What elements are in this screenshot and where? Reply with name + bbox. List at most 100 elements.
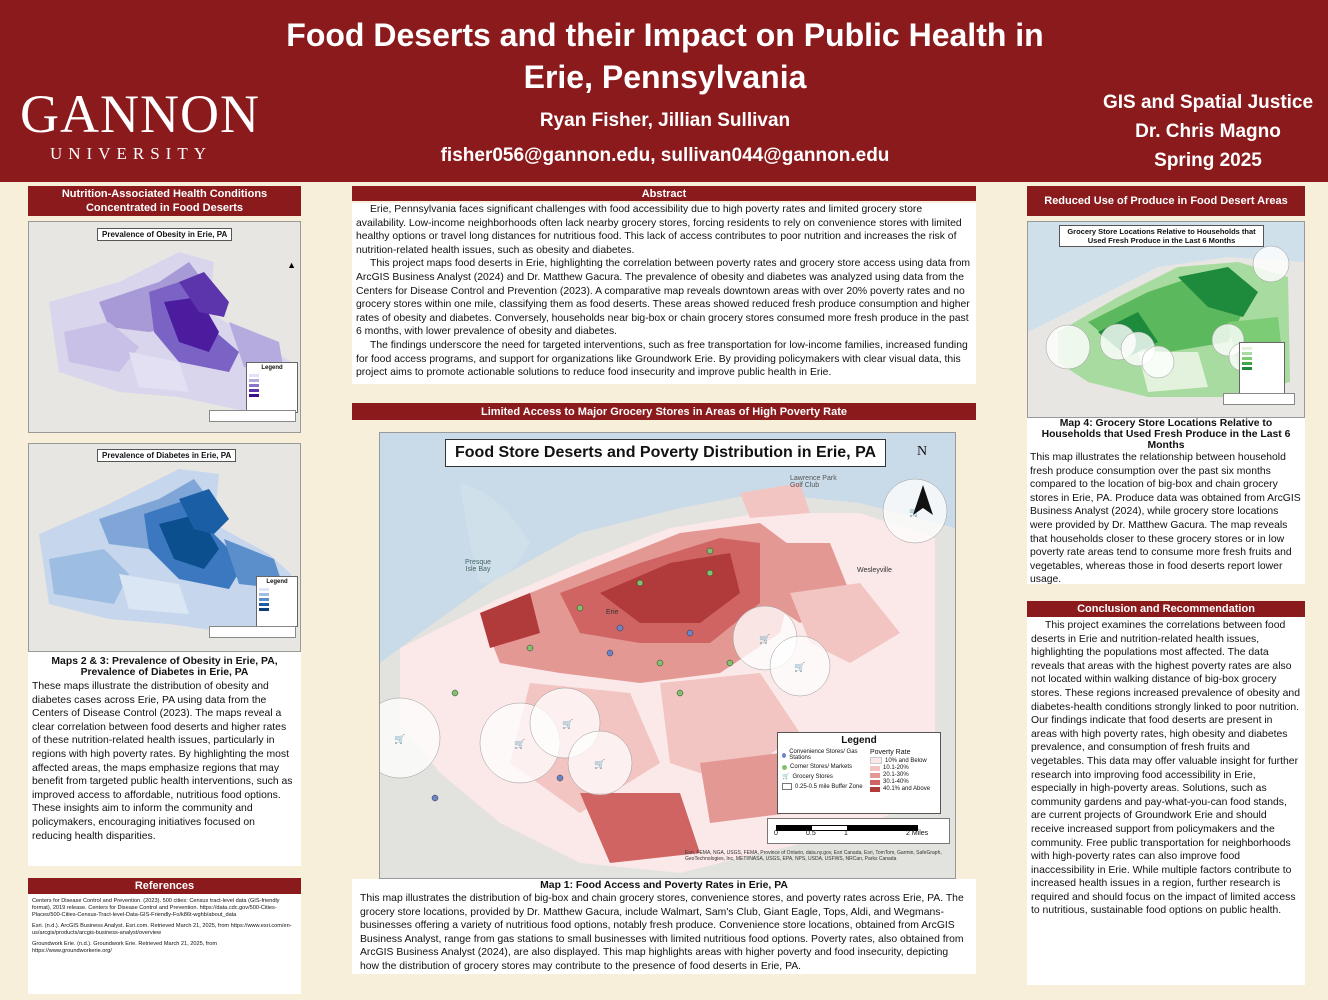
north-arrow-icon <box>913 485 933 515</box>
obesity-legend-swatches <box>249 374 295 397</box>
legend-corner: Corner Stores/ Markets <box>782 764 866 770</box>
produce-heading: Reduced Use of Produce in Food Desert Ar… <box>1027 186 1305 216</box>
main-map-title: Food Store Deserts and Poverty Distribut… <box>445 439 887 467</box>
cart-icon: 🛒 <box>782 774 790 780</box>
lake-erie <box>380 433 955 663</box>
nutrition-heading: Nutrition-Associated Health Conditions C… <box>28 186 301 216</box>
logo-sub: UNIVERSITY <box>50 144 212 163</box>
scale-label-05: 0.5 <box>806 830 816 837</box>
conclusion-panel: This project examines the correlations b… <box>1027 617 1305 985</box>
legend-buffer: 0.25-0.5 mile Buffer Zone <box>782 783 866 790</box>
svg-text:🛒: 🛒 <box>394 733 405 744</box>
maps-2-3-caption: Maps 2 & 3: Prevalence of Obesity in Eri… <box>28 656 301 678</box>
conclusion-body: This project examines the correlations b… <box>1031 620 1300 917</box>
maps-2-3-caption-line2: Prevalence of Diabetes in Erie, PA <box>80 667 249 678</box>
presque-isle-bay <box>460 483 530 583</box>
main-scale-bar: 0 0.5 1 2 Miles <box>767 818 950 844</box>
maps-2-3-caption-line1: Maps 2 & 3: Prevalence of Obesity in Eri… <box>51 656 278 667</box>
scale-label-2: 2 Miles <box>906 830 929 837</box>
header-banner <box>0 0 1328 182</box>
emails: fisher056@gannon.edu, sullivan044@gannon… <box>440 145 890 166</box>
gannon-logo: GANNON UNIVERSITY <box>20 86 260 164</box>
main-map-legend: Legend Convenience Stores/ Gas Stations … <box>777 732 941 814</box>
bay-label: Presque Isle Bay <box>464 559 492 573</box>
abstract-p1: Erie, Pennsylvania faces significant cha… <box>356 204 962 256</box>
poverty-class-3-label: 20.1-30% <box>883 772 909 778</box>
nutrition-text-panel: Maps 2 & 3: Prevalence of Obesity in Eri… <box>28 652 301 866</box>
instructor: Dr. Chris Magno <box>1135 121 1281 142</box>
obesity-map-svg: ▲ <box>29 222 300 432</box>
produce-legend <box>1239 342 1285 395</box>
poster-title: Food Deserts and their Impact on Public … <box>286 17 1044 95</box>
abstract-p3: The findings underscore the need for tar… <box>356 339 968 379</box>
obesity-legend-title: Legend <box>261 365 283 371</box>
produce-text-panel: Map 4: Grocery Store Locations Relative … <box>1027 418 1305 586</box>
produce-lake <box>1028 222 1304 332</box>
map-1-caption: Map 1: Food Access and Poverty Rates in … <box>540 880 788 891</box>
legend-convenience-label: Convenience Stores/ Gas Stations <box>789 749 858 761</box>
scale-label-0: 0 <box>774 830 778 837</box>
abstract-p2: This project maps food deserts in Erie, … <box>356 258 971 338</box>
obesity-choropleth <box>49 252 291 412</box>
legend-grocery: 🛒 Grocery Stores <box>782 773 866 781</box>
golf-club-label: Lawrence Park Golf Club <box>790 475 837 489</box>
svg-text:🛒: 🛒 <box>594 758 605 769</box>
conclusion-heading: Conclusion and Recommendation <box>1027 601 1305 617</box>
map-credits: Esri, FEMA, NGA, USGS, FEMA, Province of… <box>685 850 942 862</box>
map-4-caption: Map 4: Grocery Store Locations Relative … <box>1041 418 1291 451</box>
poverty-class-2: 10.1-20% <box>870 765 936 771</box>
legend-corner-label: Corner Stores/ Markets <box>790 764 853 770</box>
abstract-heading: Abstract <box>352 186 976 201</box>
obesity-map-title: Prevalence of Obesity in Erie, PA <box>97 228 233 241</box>
obesity-legend: Legend <box>246 362 298 413</box>
legend-grocery-label: Grocery Stores <box>792 773 833 780</box>
diabetes-map-svg <box>29 444 300 651</box>
main-map-body: This map illustrates the distribution of… <box>360 893 964 972</box>
reference-esri: Esri. (n.d.). ArcGIS Business Analyst. E… <box>32 923 292 936</box>
obesity-scale-bar <box>209 410 296 422</box>
produce-map-title: Grocery Store Locations Relative to Hous… <box>1059 225 1264 247</box>
diabetes-scale-bar <box>209 626 296 638</box>
reference-cdc: Centers for Disease Control and Preventi… <box>32 898 280 918</box>
store-legend: Convenience Stores/ Gas Stations Corner … <box>782 749 866 790</box>
main-legend-title: Legend <box>841 735 877 746</box>
logo-main: GANNON <box>20 84 260 144</box>
main-map: 🛒 🛒 🛒 🛒 🛒 🛒 🛒 Food Store Deserts and Poverty … <box>379 432 956 879</box>
svg-text:🛒: 🛒 <box>514 738 525 749</box>
poverty-class-4-label: 30.1-40% <box>883 779 909 785</box>
produce-legend-swatches <box>1242 347 1282 370</box>
abstract-panel: Erie, Pennsylvania faces significant cha… <box>352 203 976 384</box>
diabetes-map: Prevalence of Diabetes in Erie, PA Legen… <box>28 443 301 652</box>
references-panel: Centers for Disease Control and Preventi… <box>28 894 301 994</box>
term: Spring 2025 <box>1154 150 1262 171</box>
scale-label-1: 1 <box>844 830 848 837</box>
svg-text:🛒: 🛒 <box>759 633 770 644</box>
svg-text:▲: ▲ <box>287 260 296 270</box>
nutrition-body: These maps illustrate the distribution o… <box>32 681 293 842</box>
poverty-class-2-label: 10.1-20% <box>883 765 909 771</box>
wesleyville-label: Wesleyville <box>857 567 892 574</box>
store-markers <box>431 547 734 802</box>
svg-text:🛒: 🛒 <box>562 718 573 729</box>
produce-scale-bar <box>1223 393 1295 405</box>
erie-label: Erie <box>606 609 619 616</box>
poverty-class-5: 40.1% and Above <box>870 786 936 792</box>
main-map-text-panel: Map 1: Food Access and Poverty Rates in … <box>352 879 976 974</box>
poverty-legend: Poverty Rate 10% and Below 10.1-20% 20.1… <box>870 749 936 792</box>
obesity-map: ▲ Prevalence of Obesity in Erie, PA Lege… <box>28 221 301 433</box>
produce-map: Grocery Store Locations Relative to Hous… <box>1027 221 1305 418</box>
reference-groundwork: Groundwork Erie. (n.d.). Groundwork Erie… <box>32 941 217 954</box>
main-map-heading: Limited Access to Major Grocery Stores i… <box>352 403 976 420</box>
authors: Ryan Fisher, Jillian Sullivan <box>539 110 791 131</box>
north-label: N <box>917 444 928 459</box>
diabetes-map-title: Prevalence of Diabetes in Erie, PA <box>97 449 237 462</box>
diabetes-legend: Legend <box>256 576 298 627</box>
poverty-class-3: 20.1-30% <box>870 772 936 778</box>
diabetes-legend-title: Legend <box>266 579 288 585</box>
produce-body: This map illustrates the relationship be… <box>1030 452 1301 586</box>
poverty-legend-title: Poverty Rate <box>870 749 911 756</box>
poverty-class-1-label: 10% and Below <box>885 757 927 764</box>
poverty-class-5-label: 40.1% and Above <box>883 786 931 792</box>
course-info: GIS and Spatial Justice Dr. Chris Magno … <box>1090 88 1326 175</box>
diabetes-choropleth <box>39 469 291 634</box>
